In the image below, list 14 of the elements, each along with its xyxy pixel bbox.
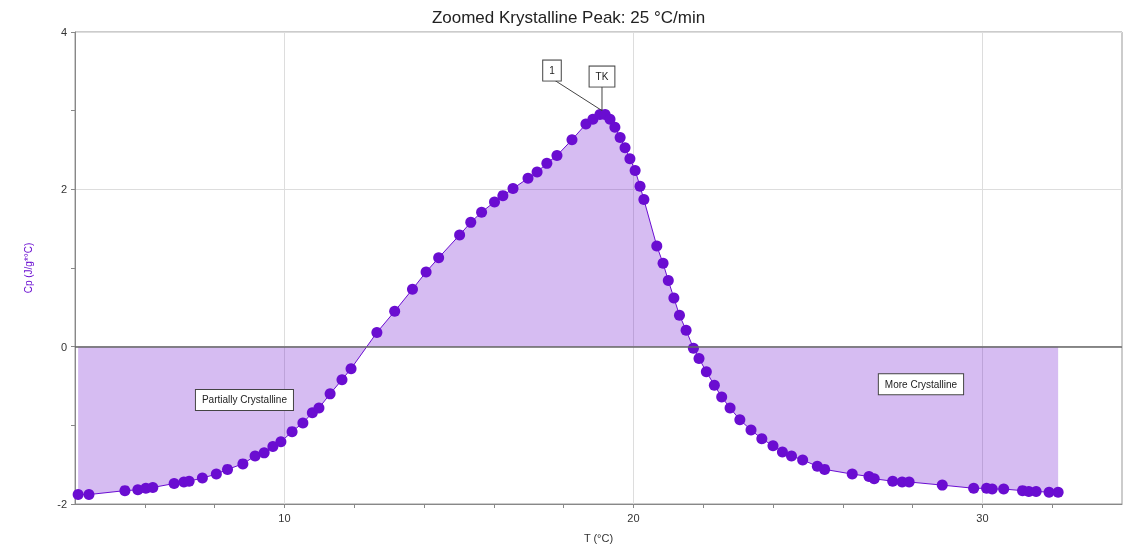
y-tick-label: 0 (60, 340, 67, 353)
x-tick-label: 10 (278, 511, 291, 524)
chart-title: Zoomed Krystalline Peak: 25 °C/min (431, 8, 706, 27)
x-axis-title: T (°C) (583, 531, 614, 544)
y-axis-title: Cp (J/g*°C) (22, 242, 34, 294)
y-tick-label: -2 (57, 498, 67, 510)
annotation: 1 (549, 65, 556, 77)
y-tick-label: 4 (60, 26, 67, 38)
annotation: Partially Crystalline (201, 394, 288, 406)
annotation: More Crystalline (884, 378, 958, 390)
y-tick-label: 2 (60, 183, 67, 196)
annotation: TK (595, 71, 609, 83)
x-tick-label: 20 (627, 511, 640, 524)
x-tick-label: 30 (976, 511, 989, 524)
